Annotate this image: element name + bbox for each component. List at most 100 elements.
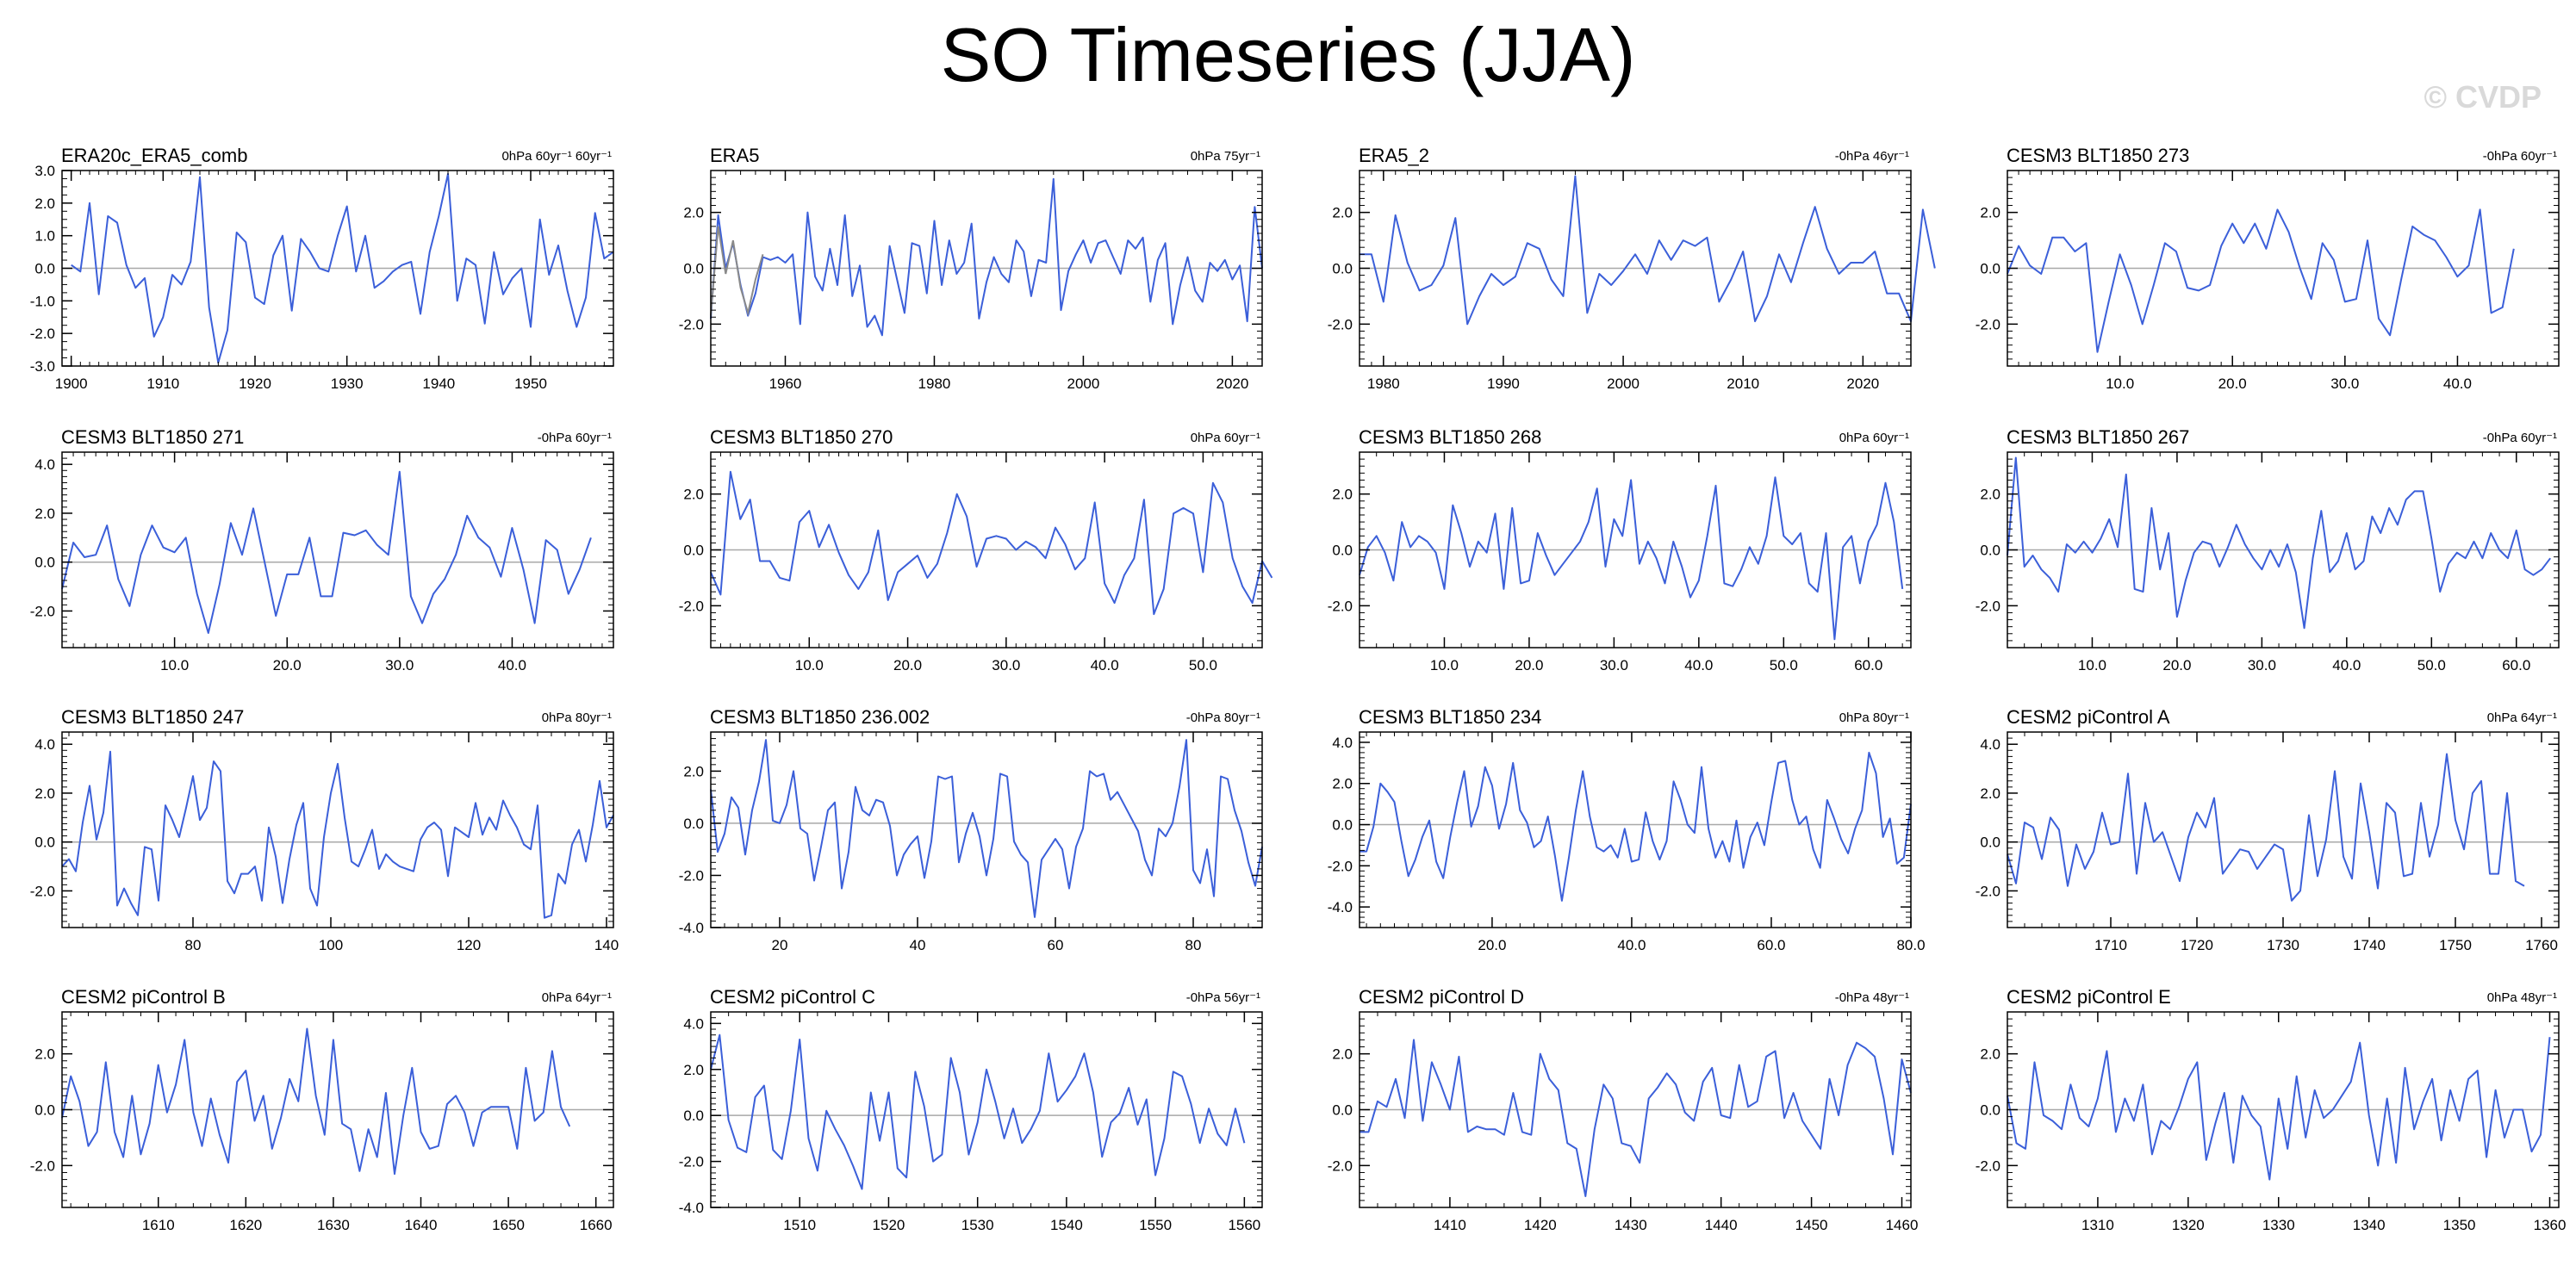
x-tick-label: 20 xyxy=(772,937,788,953)
y-tick-label: 0.0 xyxy=(1332,1102,1353,1119)
plot-frame xyxy=(61,731,614,928)
panel-title: CESM2 piControl A xyxy=(2007,706,2170,728)
panel-title: CESM2 piControl D xyxy=(1359,986,1524,1008)
x-tick-label: 80 xyxy=(1185,937,1202,953)
y-tick-label: 0.0 xyxy=(1980,1102,2000,1119)
x-tick-label: 2000 xyxy=(1067,375,1100,392)
panel-16: CESM2 piControl E 0hPa 48yr⁻¹ 1310 1320 1330… xyxy=(1976,986,2567,1233)
y-tick-label: -2.0 xyxy=(1328,316,1353,332)
x-tick-label: 2000 xyxy=(1607,375,1640,392)
x-tick-label: 1760 xyxy=(2525,937,2558,953)
x-tick-label: 1310 xyxy=(2081,1217,2114,1233)
x-tick-label: 1910 xyxy=(146,375,179,392)
y-tick-label: 2.0 xyxy=(1980,785,2000,802)
panel-4: CESM3 BLT1850 273 -0hPa 60yr⁻¹ 10.0 20.0 30.… xyxy=(1976,145,2560,392)
y-tick-label: -4.0 xyxy=(679,1200,704,1216)
y-tick-label: 1.0 xyxy=(34,228,55,245)
panel-info: 0hPa 64yr⁻¹ xyxy=(2487,711,2557,725)
panel-8: CESM3 BLT1850 267 -0hPa 60yr⁻¹ 10.0 20.0 30.… xyxy=(1976,426,2560,673)
panel-title: CESM3 BLT1850 267 xyxy=(2007,426,2189,448)
x-tick-label: 80 xyxy=(185,937,202,953)
x-tick-label: 1620 xyxy=(229,1217,262,1233)
panel-info: 0hPa 64yr⁻¹ xyxy=(542,990,612,1005)
overlay-series-line xyxy=(710,226,764,317)
y-tick-label: -2.0 xyxy=(30,1157,55,1174)
panel-title: ERA20c_ERA5_comb xyxy=(61,145,247,166)
x-tick-label: 1460 xyxy=(1886,1217,1919,1233)
x-tick-label: 10.0 xyxy=(2106,375,2134,392)
y-tick-label: 2.0 xyxy=(1980,487,2000,503)
y-tick-label: 0.0 xyxy=(1980,543,2000,559)
x-tick-label: 1330 xyxy=(2262,1217,2295,1233)
x-tick-label: 60 xyxy=(1048,937,1064,953)
panel-1: ERA20c_ERA5_comb 0hPa 60yr⁻¹ 60yr⁻¹ 1900 19… xyxy=(30,145,614,392)
y-tick-label: 4.0 xyxy=(34,456,55,473)
x-tick-label: 1750 xyxy=(2439,937,2472,953)
y-tick-label: 2.0 xyxy=(683,487,704,503)
y-tick-label: 0.0 xyxy=(34,261,55,277)
y-tick-label: -2.0 xyxy=(30,883,55,899)
series-line xyxy=(1360,751,1912,902)
series-line xyxy=(1360,175,1936,326)
panel-6: CESM3 BLT1850 270 0hPa 60yr⁻¹ 10.0 20.0 30.0… xyxy=(679,426,1273,673)
x-tick-label: 1540 xyxy=(1050,1217,1083,1233)
y-tick-label: 2.0 xyxy=(34,1046,55,1063)
panel-7: CESM3 BLT1850 268 0hPa 60yr⁻¹ 10.0 20.0 30.0… xyxy=(1328,426,1912,673)
x-tick-label: 1960 xyxy=(769,375,802,392)
x-tick-label: 50.0 xyxy=(1189,657,1217,673)
y-tick-label: 2.0 xyxy=(683,1062,704,1078)
series-line xyxy=(1360,1039,1912,1197)
y-tick-label: -3.0 xyxy=(30,358,55,375)
y-tick-label: 0.0 xyxy=(683,261,704,277)
y-tick-label: -2.0 xyxy=(1976,598,2000,614)
x-tick-label: 1610 xyxy=(142,1217,175,1233)
panel-5: CESM3 BLT1850 271 -0hPa 60yr⁻¹ 10.0 20.0 30.… xyxy=(30,426,614,673)
x-tick-label: 1710 xyxy=(2094,937,2127,953)
y-tick-label: -2.0 xyxy=(30,326,55,342)
y-tick-label: 2.0 xyxy=(1332,487,1353,503)
y-tick-label: 0.0 xyxy=(34,1102,55,1119)
y-tick-label: -2.0 xyxy=(1328,598,1353,614)
x-tick-label: 120 xyxy=(457,937,481,953)
x-tick-label: 1360 xyxy=(2534,1217,2567,1233)
x-tick-label: 1350 xyxy=(2443,1217,2476,1233)
y-tick-label: 0.0 xyxy=(1980,261,2000,277)
panel-info: -0hPa 60yr⁻¹ xyxy=(2483,149,2557,164)
panel-title: CESM3 BLT1850 273 xyxy=(2007,145,2189,166)
series-line xyxy=(61,470,592,634)
x-tick-label: 1980 xyxy=(918,375,951,392)
panel-title: CESM3 BLT1850 271 xyxy=(61,426,244,448)
x-tick-label: 20.0 xyxy=(2218,375,2247,392)
panel-info: 0hPa 60yr⁻¹ xyxy=(1839,431,1909,445)
x-tick-label: 30.0 xyxy=(2248,657,2276,673)
x-tick-label: 20.0 xyxy=(1478,937,1506,953)
panel-info: 0hPa 60yr⁻¹ xyxy=(1191,431,1260,445)
x-tick-label: 40.0 xyxy=(498,657,526,673)
series-line xyxy=(710,177,1263,337)
y-tick-label: -4.0 xyxy=(1328,899,1353,915)
panel-12: CESM2 piControl A 0hPa 64yr⁻¹ 1710 1720 1730… xyxy=(1976,706,2560,953)
x-tick-label: 1720 xyxy=(2181,937,2213,953)
y-tick-label: 2.0 xyxy=(34,506,55,522)
panel-info: -0hPa 60yr⁻¹ xyxy=(2483,431,2557,445)
x-tick-label: 100 xyxy=(319,937,343,953)
series-line xyxy=(710,1033,1246,1190)
x-tick-label: 1410 xyxy=(1434,1217,1466,1233)
x-tick-label: 80.0 xyxy=(1896,937,1925,953)
x-tick-label: 1980 xyxy=(1367,375,1400,392)
x-tick-label: 40.0 xyxy=(2443,375,2472,392)
x-tick-label: 2020 xyxy=(1846,375,1879,392)
watermark: © CVDP xyxy=(2424,79,2542,115)
y-tick-label: 4.0 xyxy=(683,1015,704,1032)
y-tick-label: -4.0 xyxy=(679,920,704,936)
panel-title: CESM3 BLT1850 247 xyxy=(61,706,244,728)
x-tick-label: 1730 xyxy=(2267,937,2299,953)
x-tick-label: 30.0 xyxy=(1600,657,1628,673)
series-line xyxy=(710,470,1273,616)
x-tick-label: 1520 xyxy=(873,1217,905,1233)
y-tick-label: -2.0 xyxy=(679,316,704,332)
x-tick-label: 1630 xyxy=(317,1217,350,1233)
y-tick-label: 0.0 xyxy=(683,816,704,832)
y-tick-label: 2.0 xyxy=(1332,776,1353,792)
